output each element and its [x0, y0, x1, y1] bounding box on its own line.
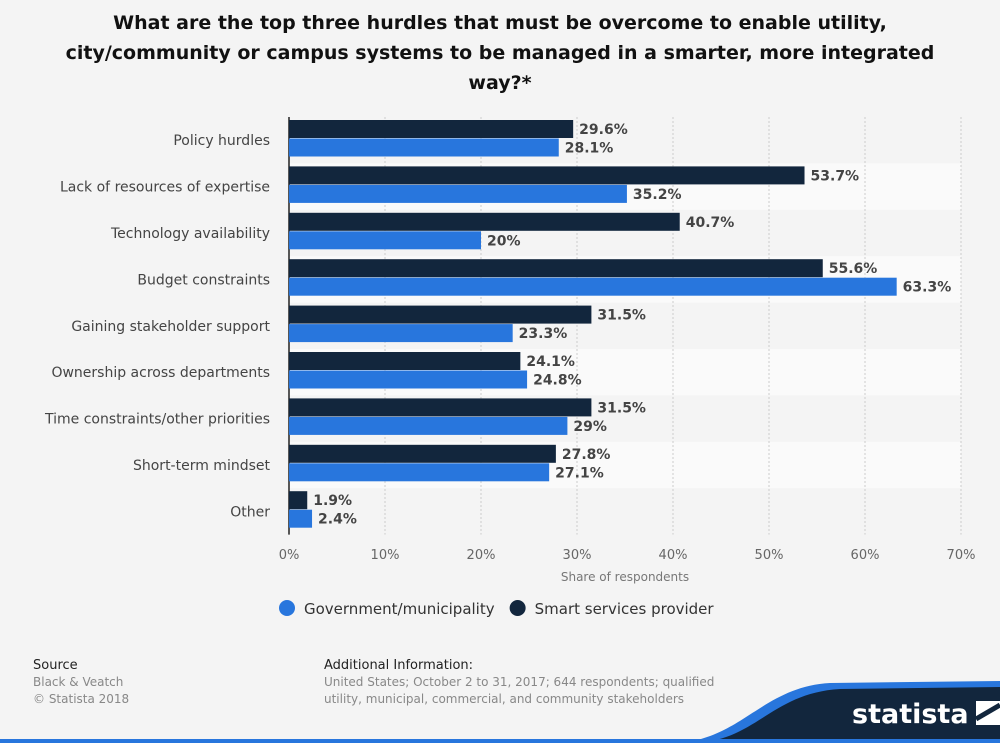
data-label: 24.8%	[533, 373, 582, 389]
bar	[289, 166, 805, 185]
data-label: 40.7%	[686, 215, 735, 231]
bar	[289, 138, 559, 157]
data-label: 28.1%	[565, 141, 614, 157]
data-label: 29.6%	[579, 122, 628, 138]
bar	[289, 416, 568, 435]
legend-label: Smart services provider	[535, 600, 715, 618]
source-text[interactable]: Black & Veatch	[33, 675, 124, 689]
category-label: Ownership across departments	[51, 365, 270, 381]
data-label: 23.3%	[519, 326, 568, 342]
copyright: © Statista 2018	[33, 692, 130, 706]
bar	[289, 370, 528, 389]
bar	[289, 184, 627, 203]
bar	[289, 352, 521, 370]
data-label: 55.6%	[829, 261, 878, 277]
x-tick-label: 40%	[659, 548, 688, 563]
category-label: Policy hurdles	[173, 133, 270, 149]
bar	[289, 212, 680, 231]
bar	[289, 231, 481, 250]
category-label: Time constraints/other priorities	[44, 412, 270, 428]
category-label: Short-term mindset	[133, 458, 271, 474]
x-tick-label: 70%	[947, 548, 976, 563]
source-block: Source Black & Veatch © Statista 2018	[33, 657, 129, 708]
data-label: 31.5%	[597, 308, 646, 324]
info-line: utility, municipal, commercial, and comm…	[324, 692, 685, 706]
bar	[289, 509, 313, 528]
legend-label: Government/municipality	[304, 600, 495, 618]
additional-info: Additional Information: United States; O…	[324, 657, 714, 708]
info-line: United States; October 2 to 31, 2017; 64…	[324, 675, 715, 689]
data-label: 29%	[573, 419, 607, 435]
legend-marker	[509, 600, 526, 616]
x-tick-label: 0%	[279, 548, 300, 563]
bar	[289, 398, 592, 417]
x-axis-title: Share of respondents	[561, 570, 689, 584]
bar	[289, 444, 556, 463]
bar	[289, 305, 592, 324]
bar-chart: 0% 10% 20% 30% 40% 50% 60% 70% Share of responde…	[44, 117, 976, 618]
bar	[289, 277, 897, 296]
x-tick-label: 50%	[755, 548, 784, 563]
legend-marker	[279, 600, 295, 616]
info-label: Additional Information:	[324, 658, 474, 673]
category-label: Gaining stakeholder support	[71, 319, 270, 335]
data-label: 2.4%	[318, 512, 357, 528]
category-label: Budget constraints	[137, 272, 270, 288]
data-label: 31.5%	[597, 400, 646, 416]
data-label: 27.1%	[555, 465, 604, 481]
data-label: 53.7%	[811, 168, 860, 184]
category-label: Lack of resources of expertise	[60, 180, 270, 196]
bar	[289, 259, 823, 278]
bar	[289, 324, 513, 343]
bar	[289, 463, 550, 482]
category-label: Technology availability	[110, 226, 270, 242]
statista-logo[interactable]: statista	[670, 675, 1000, 743]
data-label: 35.2%	[633, 187, 682, 203]
bottom-accent-line	[0, 739, 1000, 743]
x-tick-label: 10%	[371, 548, 400, 563]
x-tick-label: 20%	[467, 548, 496, 563]
source-label: Source	[33, 658, 78, 673]
x-tick-label: 60%	[851, 548, 880, 563]
bar	[289, 491, 308, 510]
category-label: Other	[230, 504, 270, 520]
data-label: 20%	[487, 233, 521, 249]
svg-text:statista: statista	[852, 699, 969, 730]
data-label: 24.1%	[526, 354, 575, 370]
x-tick-label: 30%	[563, 548, 592, 563]
data-label: 27.8%	[562, 447, 611, 463]
data-label: 1.9%	[313, 493, 352, 509]
chart-title: What are the top three hurdles that must…	[65, 12, 935, 94]
bar	[289, 120, 574, 138]
data-label: 63.3%	[903, 280, 952, 296]
